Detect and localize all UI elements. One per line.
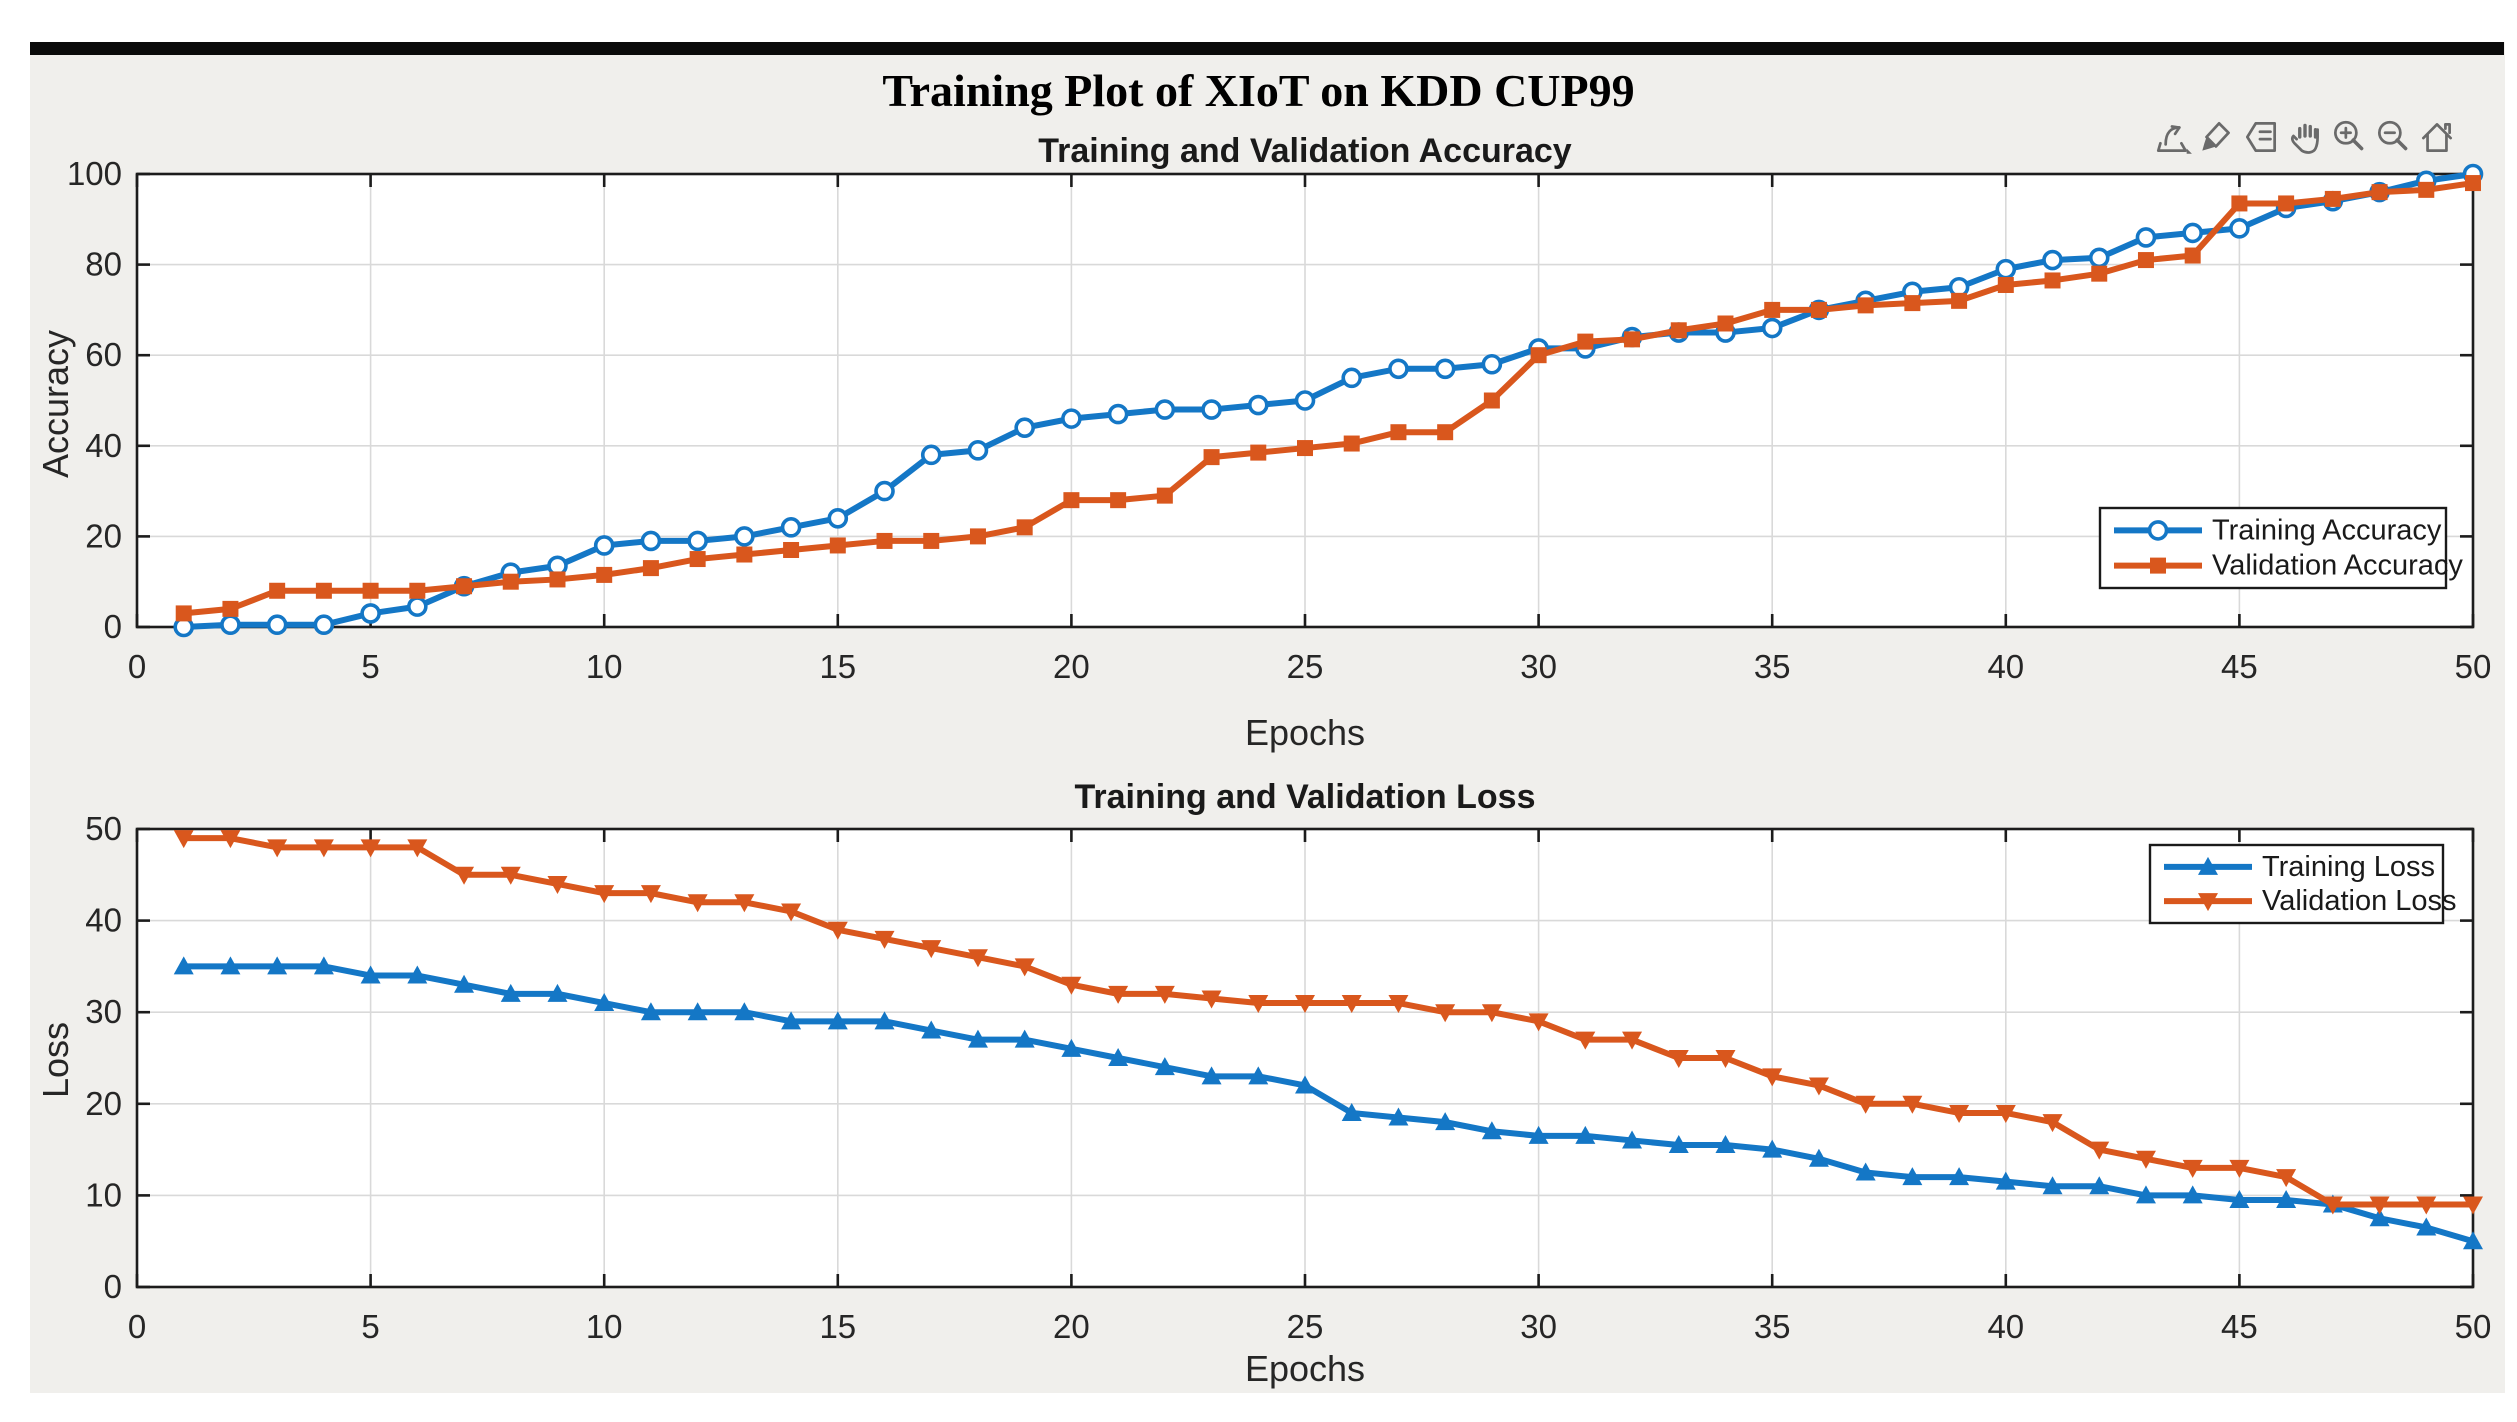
figure-top-bar [30, 42, 2504, 55]
svg-text:40: 40 [1987, 1308, 2024, 1345]
svg-text:60: 60 [85, 336, 122, 373]
svg-text:80: 80 [85, 246, 122, 283]
svg-text:0: 0 [104, 1268, 122, 1305]
tick-marks [135, 827, 2475, 1289]
loss-xaxis-label: Epochs [1244, 1348, 1366, 1389]
x-tick-labels: 0 5 10 15 20 25 30 35 40 45 50 [128, 1308, 2492, 1345]
export-icon[interactable] [2152, 116, 2194, 158]
svg-text:20: 20 [85, 517, 122, 554]
datatips-icon[interactable] [2240, 116, 2282, 158]
svg-text:25: 25 [1287, 648, 1324, 685]
svg-text:0: 0 [128, 648, 146, 685]
series-validation-accuracy [175, 175, 2481, 622]
zoom-out-icon[interactable] [2372, 116, 2414, 158]
legend[interactable]: Training Accuracy Validation Accuracy [2098, 506, 2463, 590]
svg-text:0: 0 [128, 1308, 146, 1345]
svg-text:100: 100 [67, 155, 122, 192]
legend-entry: Validation Accuracy [2114, 550, 2463, 582]
y-tick-labels: 0 20 40 60 80 100 [67, 155, 122, 645]
svg-text:0: 0 [104, 608, 122, 645]
legend-entry: Validation Loss [2164, 885, 2457, 917]
home-icon[interactable] [2416, 116, 2458, 158]
svg-text:Training Loss: Training Loss [2262, 851, 2435, 883]
svg-text:15: 15 [819, 1308, 856, 1345]
svg-text:45: 45 [2221, 1308, 2258, 1345]
axes-toolbar [2152, 116, 2458, 158]
legend-entry: Training Loss [2164, 851, 2435, 883]
svg-text:5: 5 [361, 648, 379, 685]
svg-text:50: 50 [2455, 1308, 2492, 1345]
accuracy-chart: 0 5 10 15 20 25 30 35 40 45 50 0 20 40 60 80 100 Training… [67, 155, 2491, 685]
y-tick-labels: 0 10 20 30 40 50 [85, 810, 122, 1305]
svg-text:10: 10 [85, 1176, 122, 1213]
svg-text:40: 40 [85, 427, 122, 464]
svg-text:25: 25 [1287, 1308, 1324, 1345]
series-training-loss [173, 956, 2483, 1250]
svg-text:20: 20 [1053, 648, 1090, 685]
svg-text:50: 50 [2455, 648, 2492, 685]
svg-text:20: 20 [1053, 1308, 1090, 1345]
grid-lines [137, 829, 2473, 1287]
accuracy-chart-title: Training and Validation Accuracy [1038, 132, 1572, 170]
zoom-in-icon[interactable] [2328, 116, 2370, 158]
accuracy-xaxis-label: Epochs [1244, 712, 1366, 753]
svg-text:Training Accuracy: Training Accuracy [2212, 514, 2442, 546]
svg-text:5: 5 [361, 1308, 379, 1345]
svg-text:50: 50 [85, 810, 122, 847]
svg-text:Validation Loss: Validation Loss [2262, 885, 2457, 917]
svg-text:30: 30 [85, 993, 122, 1030]
svg-text:10: 10 [586, 648, 623, 685]
pan-icon[interactable] [2284, 116, 2326, 158]
svg-text:35: 35 [1754, 648, 1791, 685]
brush-icon[interactable] [2196, 116, 2238, 158]
series-validation-loss [173, 830, 2483, 1215]
svg-text:30: 30 [1520, 1308, 1557, 1345]
svg-text:45: 45 [2221, 648, 2258, 685]
x-tick-labels: 0 5 10 15 20 25 30 35 40 45 50 [128, 648, 2492, 685]
figure-title: Training Plot of XIoT on KDD CUP99 [882, 65, 1635, 116]
legend-entry: Training Accuracy [2114, 514, 2442, 546]
svg-text:20: 20 [85, 1085, 122, 1122]
svg-text:40: 40 [1987, 648, 2024, 685]
svg-text:15: 15 [819, 648, 856, 685]
svg-text:Validation Accuracy: Validation Accuracy [2212, 550, 2463, 582]
svg-text:30: 30 [1520, 648, 1557, 685]
loss-chart-title: Training and Validation Loss [1074, 778, 1536, 816]
svg-text:10: 10 [586, 1308, 623, 1345]
loss-chart: 0 5 10 15 20 25 30 35 40 45 50 0 10 20 30 40 50 Training … [85, 810, 2491, 1345]
svg-text:35: 35 [1754, 1308, 1791, 1345]
svg-text:40: 40 [85, 902, 122, 939]
